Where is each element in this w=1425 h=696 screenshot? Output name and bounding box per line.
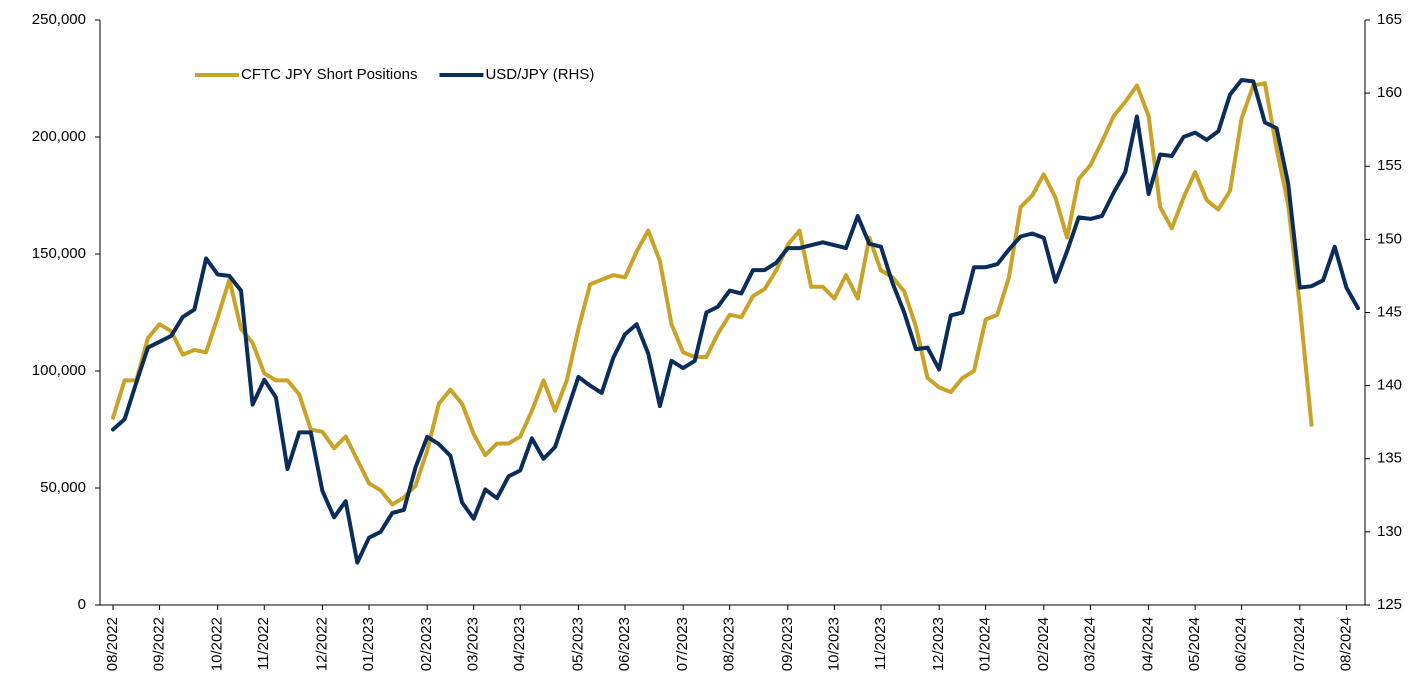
y-tick-label: 250,000	[32, 11, 86, 28]
y2-tick-label: 140	[1377, 377, 1402, 394]
x-tick-label: 07/2023	[674, 617, 691, 671]
legend-item: USD/JPY (RHS)	[439, 66, 594, 83]
y2-tick-label: 150	[1377, 230, 1402, 247]
legend-label: CFTC JPY Short Positions	[241, 66, 417, 83]
x-tick-label: 05/2024	[1186, 617, 1203, 671]
x-tick-label: 12/2023	[930, 617, 947, 671]
y2-tick-label: 135	[1377, 450, 1402, 467]
x-tick-label: 04/2023	[511, 617, 528, 671]
x-tick-label: 07/2024	[1291, 617, 1308, 671]
legend-item: CFTC JPY Short Positions	[195, 66, 417, 83]
x-tick-label: 03/2024	[1081, 617, 1098, 671]
x-tick-label: 06/2024	[1233, 617, 1250, 671]
y2-tick-label: 125	[1377, 596, 1402, 613]
x-tick-label: 01/2023	[360, 617, 377, 671]
y2-tick-label: 130	[1377, 523, 1402, 540]
x-tick-label: 10/2022	[209, 617, 226, 671]
y-tick-label: 50,000	[40, 479, 86, 496]
x-tick-label: 01/2024	[977, 617, 994, 671]
x-tick-label: 03/2023	[465, 617, 482, 671]
x-tick-label: 08/2023	[721, 617, 738, 671]
y2-tick-label: 155	[1377, 157, 1402, 174]
x-tick-label: 02/2024	[1035, 617, 1052, 671]
y-tick-label: 200,000	[32, 128, 86, 145]
x-tick-label: 09/2023	[779, 617, 796, 671]
y2-tick-label: 165	[1377, 11, 1402, 28]
x-tick-label: 08/2022	[104, 617, 121, 671]
x-tick-label: 04/2024	[1140, 617, 1157, 671]
legend-label: USD/JPY (RHS)	[485, 66, 594, 83]
y2-tick-label: 145	[1377, 303, 1402, 320]
x-tick-label: 08/2024	[1337, 617, 1354, 671]
x-tick-label: 10/2023	[825, 617, 842, 671]
y2-tick-label: 160	[1377, 84, 1402, 101]
x-tick-label: 09/2022	[151, 617, 168, 671]
x-tick-label: 11/2022	[255, 617, 272, 670]
y-tick-label: 150,000	[32, 245, 86, 262]
y-tick-label: 0	[78, 596, 86, 613]
x-tick-label: 11/2023	[872, 617, 889, 670]
x-tick-label: 06/2023	[616, 617, 633, 671]
y-tick-label: 100,000	[32, 362, 86, 379]
series-line	[111, 81, 1314, 507]
x-tick-label: 02/2023	[418, 617, 435, 671]
series-line	[111, 78, 1360, 565]
x-tick-label: 12/2022	[313, 617, 330, 671]
x-tick-label: 05/2023	[569, 617, 586, 671]
